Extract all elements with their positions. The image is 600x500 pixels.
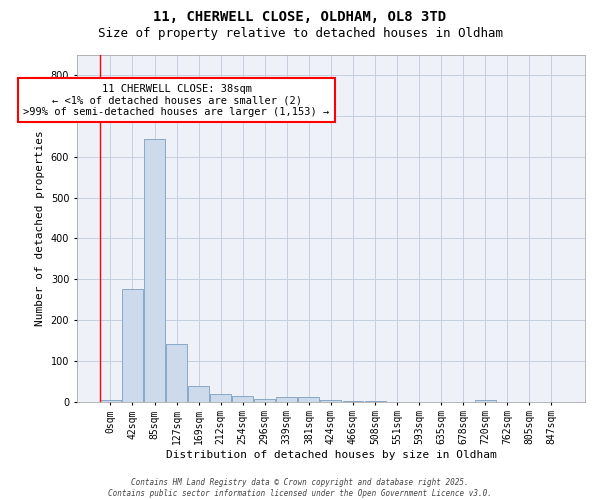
Text: Size of property relative to detached houses in Oldham: Size of property relative to detached ho… [97, 28, 503, 40]
Bar [122, 290, 143, 402]
Bar [277, 396, 298, 402]
Text: 11 CHERWELL CLOSE: 38sqm
← <1% of detached houses are smaller (2)
>99% of semi-d: 11 CHERWELL CLOSE: 38sqm ← <1% of detach… [23, 84, 330, 116]
Bar [254, 398, 275, 402]
Text: 11, CHERWELL CLOSE, OLDHAM, OL8 3TD: 11, CHERWELL CLOSE, OLDHAM, OL8 3TD [154, 10, 446, 24]
Bar [188, 386, 209, 402]
Text: Contains HM Land Registry data © Crown copyright and database right 2025.
Contai: Contains HM Land Registry data © Crown c… [108, 478, 492, 498]
Bar [210, 394, 231, 402]
X-axis label: Distribution of detached houses by size in Oldham: Distribution of detached houses by size … [166, 450, 496, 460]
Bar [166, 344, 187, 402]
Bar [144, 138, 165, 402]
Bar [100, 400, 121, 402]
Bar [232, 396, 253, 402]
Bar [320, 400, 341, 402]
Bar [475, 400, 496, 402]
Bar [298, 398, 319, 402]
Bar [343, 400, 364, 402]
Y-axis label: Number of detached properties: Number of detached properties [35, 130, 45, 326]
